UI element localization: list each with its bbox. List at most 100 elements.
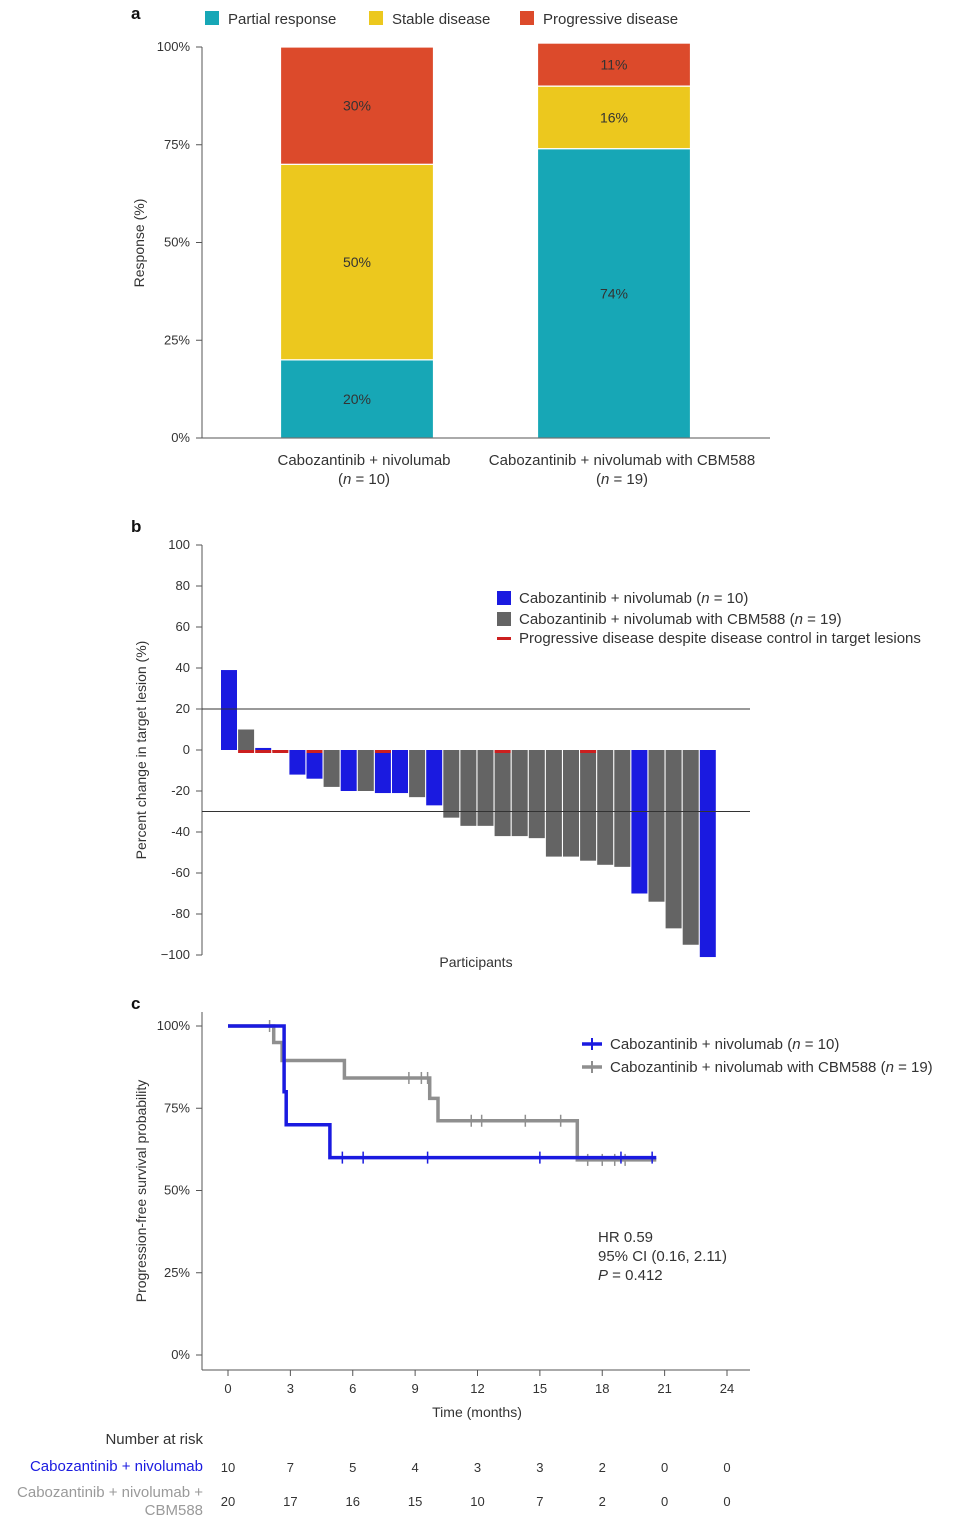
waterfall-bar: [477, 750, 494, 826]
risk-value: 7: [536, 1494, 543, 1509]
waterfall-bar: [374, 750, 391, 794]
panel-c-x-tick-label: 3: [287, 1381, 294, 1396]
legend-swatch: [205, 11, 219, 25]
panel-b-xlabel: Participants: [439, 954, 512, 970]
legend-swatch: [369, 11, 383, 25]
progressive-disease-marker: [580, 750, 597, 753]
panel-b-y-tick-label: -40: [171, 824, 190, 839]
panel-b-y-tick-label: -20: [171, 783, 190, 798]
panel-c-x-tick-label: 18: [595, 1381, 609, 1396]
panel-c-x-tick-label: 6: [349, 1381, 356, 1396]
progressive-disease-marker: [494, 750, 511, 753]
waterfall-bar: [631, 750, 648, 894]
bar-value-label: 20%: [343, 391, 371, 407]
panel-a-y-tick-label: 50%: [164, 235, 190, 250]
bar-segment-stable-disease: [279, 163, 435, 361]
risk-value: 2: [599, 1460, 606, 1475]
progressive-disease-marker: [306, 750, 323, 753]
legend-label: Cabozantinib + nivolumab (n = 10): [610, 1036, 839, 1053]
progressive-disease-marker: [255, 750, 272, 753]
risk-value: 20: [221, 1494, 235, 1509]
progressive-disease-marker: [374, 750, 391, 753]
risk-value: 0: [723, 1460, 730, 1475]
panel-a-y-tick-label: 25%: [164, 332, 190, 347]
panel-b-y-tick-label: 80: [176, 578, 190, 593]
panel-b-reference-lines: [202, 708, 750, 812]
stats-line: P = 0.412: [598, 1267, 663, 1284]
legend-swatch: [497, 612, 511, 626]
panel-a-legend: Partial response Stable disease Progressiv…: [205, 11, 678, 28]
panel-a-y-tick-label: 100%: [157, 39, 191, 54]
waterfall-bar: [580, 750, 597, 861]
waterfall-bar: [221, 670, 237, 750]
panel-c-legend: Cabozantinib + nivolumab (n = 10) Cabozan…: [582, 1036, 933, 1076]
panel-c-survival-curves: [228, 1020, 657, 1166]
panel-b: b Percent change in target lesion (%) 10…: [131, 517, 921, 970]
waterfall-bar: [563, 750, 579, 857]
legend-label: Progressive disease: [543, 11, 678, 28]
stats-line: HR 0.59: [598, 1229, 653, 1246]
bar-segment-progressive-disease: [536, 42, 692, 87]
panel-c-label: c: [131, 994, 140, 1013]
progressive-disease-marker: [238, 750, 255, 753]
risk-value: 3: [474, 1460, 481, 1475]
legend-swatch: [520, 11, 534, 25]
category-label: Cabozantinib + nivolumab: [277, 452, 450, 469]
waterfall-bar: [528, 750, 545, 839]
waterfall-bar: [511, 750, 528, 837]
panel-c-x-tick-label: 21: [657, 1381, 671, 1396]
bar-value-label: 11%: [601, 57, 628, 73]
waterfall-bar: [392, 750, 408, 794]
panel-b-y-axis: 100 80 60 40 20 0 -20 -40 -60 -80 −100: [161, 537, 203, 962]
risk-value: 17: [283, 1494, 297, 1509]
survival-curve: [228, 1024, 657, 1162]
legend-swatch: [497, 637, 511, 640]
legend-label: Cabozantinib + nivolumab with CBM588 (n …: [519, 611, 842, 628]
progressive-disease-marker: [272, 750, 289, 753]
risk-value: 10: [470, 1494, 484, 1509]
waterfall-bar: [357, 750, 374, 791]
waterfall-bar: [289, 750, 306, 775]
risk-table-title: Number at risk: [105, 1431, 203, 1448]
legend-swatch: [497, 591, 511, 605]
waterfall-bar: [614, 750, 631, 867]
waterfall-bar: [682, 750, 699, 945]
category-label: Cabozantinib + nivolumab with CBM588: [489, 452, 755, 469]
panel-a: a Partial response Stable disease Progress…: [131, 4, 770, 488]
waterfall-bar: [238, 729, 255, 750]
panel-c-x-tick-label: 15: [533, 1381, 547, 1396]
panel-a-ylabel: Response (%): [131, 199, 147, 288]
risk-value: 0: [723, 1494, 730, 1509]
panel-a-y-tick-label: 75%: [164, 137, 190, 152]
panel-b-ylabel: Percent change in target lesion (%): [133, 641, 149, 860]
panel-a-x-labels: Cabozantinib + nivolumab (n = 10) Cabozant…: [277, 452, 755, 488]
panel-c-x-tick-label: 0: [224, 1381, 231, 1396]
panel-b-bars: [221, 670, 716, 958]
panel-a-label: a: [131, 4, 141, 23]
panel-c-y-tick-label: 25%: [164, 1265, 190, 1280]
waterfall-bar: [545, 750, 562, 857]
panel-b-y-tick-label: 100: [168, 537, 190, 552]
risk-value: 0: [661, 1460, 668, 1475]
legend-label: Stable disease: [392, 11, 490, 28]
risk-row-label: Cabozantinib + nivolumab: [30, 1458, 203, 1475]
panel-a-y-axis: 0% 25% 50% 75% 100%: [157, 39, 203, 445]
risk-value: 2: [599, 1494, 606, 1509]
panel-b-y-tick-label: -60: [171, 865, 190, 880]
risk-value: 0: [661, 1494, 668, 1509]
stats-line: 95% CI (0.16, 2.11): [598, 1248, 727, 1265]
panel-b-y-tick-label: 40: [176, 660, 190, 675]
waterfall-bar: [306, 750, 323, 779]
panel-b-legend: Cabozantinib + nivolumab (n = 10) Cabozan…: [497, 590, 921, 647]
panel-a-y-tick-label: 0%: [171, 430, 190, 445]
bar-value-label: 16%: [600, 109, 628, 125]
panel-c-x-tick-label: 12: [470, 1381, 484, 1396]
category-n-label: (n = 10): [338, 471, 390, 488]
panel-c-stats: HR 0.59 95% CI (0.16, 2.11) P = 0.412: [598, 1229, 727, 1284]
panel-c-x-tick-label: 24: [720, 1381, 734, 1396]
waterfall-bar: [426, 750, 443, 806]
legend-label: Progressive disease despite disease cont…: [519, 630, 921, 647]
bar-value-label: 30%: [343, 98, 371, 114]
panel-b-y-tick-label: -80: [171, 906, 190, 921]
